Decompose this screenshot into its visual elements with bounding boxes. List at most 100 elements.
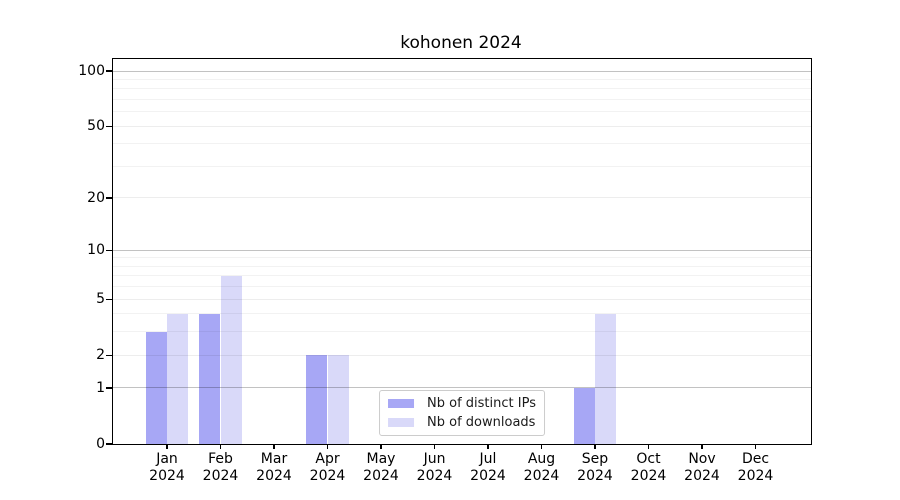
x-tick-year: 2024 (630, 468, 667, 484)
x-tick-oct (647, 444, 650, 449)
x-tick-label-jun: Jun 2024 (403, 451, 467, 485)
y-tick-label-100: 100 (78, 63, 105, 80)
x-tick-month: Oct (636, 451, 661, 467)
x-tick-year: 2024 (737, 468, 774, 484)
y-tick-label-2: 2 (96, 347, 105, 364)
x-tick-year: 2024 (363, 468, 399, 484)
x-tick-label-mar: Mar 2024 (242, 451, 306, 485)
x-tick-label-may: May 2024 (349, 451, 413, 485)
x-tick-month: Sep (581, 451, 609, 467)
gridline-y-70 (113, 99, 811, 101)
legend-entry-distinct-ips: Nb of distinct IPs (388, 395, 536, 412)
y-tick-10 (105, 249, 112, 251)
x-tick-year: 2024 (416, 468, 453, 484)
x-tick-year: 2024 (256, 468, 292, 484)
y-tick-label-5: 5 (96, 291, 105, 308)
bar-downloads-feb (220, 275, 242, 444)
gridline-y-4 (113, 313, 811, 315)
x-tick-label-sep: Sep 2024 (563, 451, 627, 485)
gridline-y-20 (113, 197, 811, 199)
legend-label-downloads: Nb of downloads (427, 415, 536, 430)
x-tick-label-feb: Feb 2024 (189, 451, 253, 485)
x-tick-label-jan: Jan 2024 (135, 451, 199, 485)
x-tick-month: Dec (741, 451, 770, 467)
x-tick-month: Nov (688, 451, 716, 467)
plot-area: 0 1 2 5 10 20 50 100 Jan 2024 Feb 2024 Mar 2024 Apr 202… (78, 57, 812, 484)
gridline-y-3 (113, 331, 811, 333)
gridline-y-80 (113, 88, 811, 90)
x-tick-year: 2024 (684, 468, 720, 484)
x-tick-label-oct: Oct 2024 (617, 451, 681, 485)
y-tick-label-20: 20 (87, 189, 105, 206)
bar-downloads-jan (167, 313, 189, 444)
chart-title: kohonen 2024 (400, 33, 522, 53)
x-tick-month: Jan (156, 451, 178, 467)
y-tick-label-50: 50 (87, 118, 105, 135)
x-tick-month: Apr (315, 451, 340, 467)
y-tick-50 (105, 125, 112, 127)
y-tick-100 (105, 70, 112, 72)
gridline-y-7 (113, 275, 811, 277)
x-tick-year: 2024 (309, 468, 346, 484)
gridline-y-1 (113, 387, 811, 389)
y-tick-0 (105, 443, 112, 445)
x-tick-month: May (366, 451, 396, 467)
bar-distinct-ips-jan (145, 331, 167, 444)
bar-downloads-sep (595, 313, 617, 444)
x-tick-year: 2024 (523, 468, 560, 484)
legend-entry-downloads: Nb of downloads (388, 414, 536, 431)
y-tick-5 (105, 298, 112, 300)
gridline-y-5 (113, 298, 811, 300)
y-tick-20 (105, 197, 112, 199)
gridline-y-8 (113, 265, 811, 267)
y-tick-2 (105, 354, 112, 356)
bar-distinct-ips-feb (199, 313, 221, 444)
gridline-y-30 (113, 166, 811, 167)
gridline-y-6 (113, 286, 811, 288)
x-tick-month: Mar (260, 451, 288, 467)
legend: Nb of distinct IPs Nb of downloads (379, 390, 545, 436)
gridline-y-9 (113, 257, 811, 259)
x-tick-year: 2024 (577, 468, 613, 484)
legend-swatch-downloads (388, 418, 415, 427)
x-tick-label-jul: Jul 2024 (456, 451, 520, 485)
gridline-y-90 (113, 79, 811, 80)
x-tick-jun (433, 444, 436, 449)
x-tick-year: 2024 (149, 468, 185, 484)
x-tick-month: Feb (208, 451, 233, 467)
bars-layer (113, 59, 811, 444)
legend-label-distinct-ips: Nb of distinct IPs (427, 396, 536, 411)
x-tick-year: 2024 (202, 468, 239, 484)
x-tick-label-aug: Aug 2024 (510, 451, 574, 485)
y-tick-label-10: 10 (87, 242, 105, 259)
y-tick-label-0: 0 (96, 436, 105, 452)
x-tick-sep (594, 444, 596, 449)
x-tick-month: Aug (527, 451, 556, 467)
x-tick-month: Jun (423, 451, 446, 467)
x-tick-nov (701, 444, 703, 449)
x-tick-dec (754, 444, 757, 449)
x-tick-jan (166, 444, 168, 449)
x-tick-label-dec: Dec 2024 (724, 451, 788, 485)
gridline-y-40 (113, 143, 811, 145)
y-tick-1 (105, 387, 112, 389)
y-tick-label-1: 1 (96, 379, 105, 396)
bar-distinct-ips-sep (573, 388, 595, 444)
x-tick-jul (487, 444, 489, 449)
x-tick-label-apr: Apr 2024 (296, 451, 360, 485)
x-tick-year: 2024 (470, 468, 506, 484)
gridline-y-50 (113, 125, 811, 127)
gridline-y-2 (113, 354, 811, 356)
x-tick-month: Jul (479, 451, 497, 467)
x-tick-feb (219, 444, 222, 449)
x-tick-apr (326, 444, 329, 449)
gridline-y-10 (113, 249, 811, 251)
legend-swatch-distinct-ips (388, 399, 415, 408)
x-tick-may (380, 444, 382, 449)
gridlines-layer (113, 59, 811, 445)
gridline-y-60 (113, 111, 811, 113)
bar-distinct-ips-apr (306, 355, 328, 444)
x-tick-label-nov: Nov 2024 (670, 451, 734, 485)
x-tick-mar (273, 444, 275, 449)
